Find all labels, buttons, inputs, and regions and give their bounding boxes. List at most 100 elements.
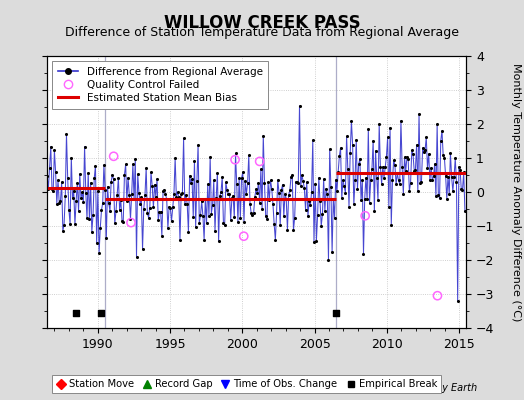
Point [277, 186, 286, 193]
Point [127, 219, 135, 226]
Point [79, 199, 88, 206]
Point [409, 151, 417, 157]
Point [151, 194, 160, 200]
Point [257, 166, 265, 172]
Point [115, 207, 124, 213]
Point [335, 153, 344, 160]
Point [52, 200, 61, 207]
Point [130, 196, 138, 202]
Point [336, 145, 345, 151]
Point [47, 143, 55, 150]
Point [74, 208, 83, 214]
Point [50, 147, 59, 154]
Point [51, 169, 60, 176]
Point [304, 213, 312, 219]
Point [456, 166, 464, 173]
Point [229, 192, 237, 199]
Point [326, 184, 335, 190]
Point [450, 174, 458, 180]
Point [134, 171, 142, 177]
Point [377, 180, 386, 187]
Point [163, 225, 172, 232]
Point [118, 217, 126, 224]
Point [84, 170, 92, 176]
Point [381, 164, 389, 170]
Point [379, 164, 387, 170]
Point [219, 220, 227, 227]
Point [149, 204, 158, 210]
Point [412, 142, 421, 148]
Point [451, 155, 460, 162]
Point [83, 215, 91, 221]
Point [145, 214, 153, 221]
Point [363, 196, 372, 202]
Point [328, 249, 336, 255]
Point [376, 164, 385, 170]
Point [433, 121, 441, 127]
Point [173, 189, 182, 195]
Text: WILLOW CREEK PASS: WILLOW CREEK PASS [163, 14, 361, 32]
Point [200, 236, 209, 243]
Point [253, 190, 261, 196]
Point [385, 204, 393, 210]
Point [66, 221, 74, 227]
Point [170, 191, 178, 198]
Point [133, 253, 141, 260]
Point [301, 207, 310, 213]
Point [225, 191, 234, 197]
Point [288, 172, 297, 178]
Point [107, 179, 115, 185]
Point [317, 222, 325, 229]
Point [110, 176, 118, 183]
Legend: Difference from Regional Average, Quality Control Failed, Estimated Station Mean: Difference from Regional Average, Qualit… [52, 61, 268, 108]
Point [150, 181, 159, 188]
Point [135, 189, 143, 196]
Point [305, 198, 313, 204]
Point [82, 190, 90, 196]
Point [188, 176, 196, 182]
Point [275, 189, 283, 196]
Point [234, 219, 242, 226]
Point [67, 154, 75, 161]
Legend: Station Move, Record Gap, Time of Obs. Change, Empirical Break: Station Move, Record Gap, Time of Obs. C… [52, 375, 441, 393]
Point [181, 201, 189, 207]
Point [91, 163, 100, 169]
Point [209, 202, 217, 208]
Point [354, 161, 363, 168]
Point [243, 180, 252, 186]
Point [460, 169, 468, 176]
Point [294, 180, 302, 186]
Point [238, 169, 247, 176]
Point [123, 198, 131, 204]
Point [351, 177, 359, 183]
Point [72, 310, 80, 316]
Point [236, 215, 245, 221]
Point [461, 208, 469, 214]
Point [405, 188, 413, 194]
Point [435, 195, 444, 201]
Point [194, 142, 202, 148]
Point [282, 196, 290, 202]
Point [407, 180, 415, 186]
Point [120, 172, 128, 178]
Point [350, 201, 358, 208]
Point [268, 186, 276, 192]
Point [213, 170, 222, 176]
Point [97, 207, 106, 213]
Point [399, 190, 408, 197]
Point [63, 175, 72, 181]
Point [142, 164, 150, 171]
Point [146, 204, 154, 211]
Point [75, 171, 84, 177]
Point [154, 217, 162, 223]
Point [77, 195, 85, 201]
Point [256, 200, 264, 206]
Point [445, 191, 453, 197]
Point [198, 198, 206, 204]
Point [117, 197, 125, 204]
Point [259, 132, 267, 139]
Point [311, 181, 320, 187]
Point [167, 218, 176, 224]
Point [323, 191, 332, 197]
Point [308, 189, 316, 195]
